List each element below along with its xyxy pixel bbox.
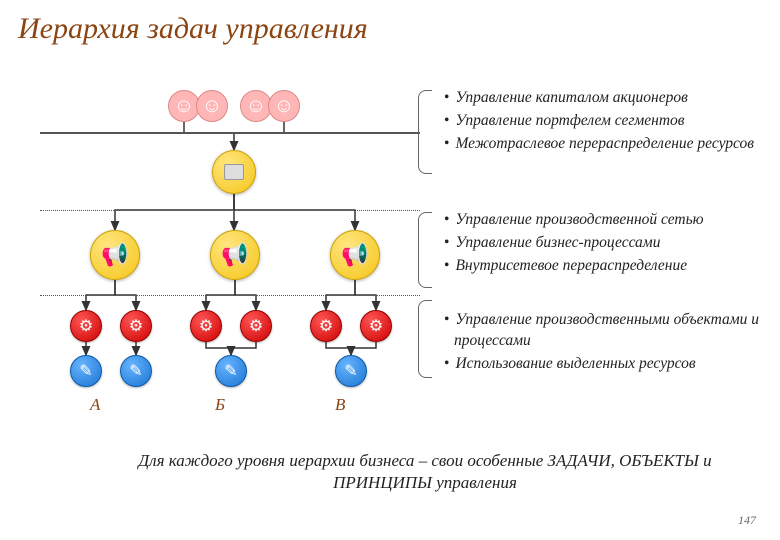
operation-node-icon bbox=[360, 310, 392, 342]
bullet-item: Управление капиталом акционеров bbox=[444, 88, 760, 109]
hierarchy-diagram: А Б В bbox=[40, 90, 420, 430]
bullets-level-3: Управление производственными объектами и… bbox=[430, 310, 760, 377]
resource-node-icon bbox=[70, 355, 102, 387]
bullets-level-2: Управление производственной сетью Управл… bbox=[430, 210, 760, 279]
segment-node-icon bbox=[90, 230, 140, 280]
operation-node-icon bbox=[310, 310, 342, 342]
corporate-node-icon bbox=[212, 150, 256, 194]
operation-node-icon bbox=[190, 310, 222, 342]
segment-node-icon bbox=[330, 230, 380, 280]
bullet-item: Управление производственной сетью bbox=[444, 210, 760, 231]
operation-node-icon bbox=[240, 310, 272, 342]
resource-node-icon bbox=[120, 355, 152, 387]
slide-title: Иерархия задач управления bbox=[18, 12, 368, 46]
bullets-level-1: Управление капиталом акционеров Управлен… bbox=[430, 88, 760, 157]
group-label-b: Б bbox=[215, 395, 225, 415]
bullet-item: Управление производственными объектами и… bbox=[444, 310, 760, 352]
segment-node-icon bbox=[210, 230, 260, 280]
group-label-v: В bbox=[335, 395, 345, 415]
resource-node-icon bbox=[335, 355, 367, 387]
shareholder-icon bbox=[196, 90, 228, 122]
divider-solid bbox=[40, 132, 420, 134]
operation-node-icon bbox=[120, 310, 152, 342]
bullet-item: Внутрисетевое перераспределение bbox=[444, 256, 760, 277]
bullet-item: Межотраслевое перераспределение ресурсов bbox=[444, 134, 760, 155]
group-label-a: А bbox=[90, 395, 100, 415]
divider-dotted-2 bbox=[40, 295, 420, 296]
bullet-item: Управление портфелем сегментов bbox=[444, 111, 760, 132]
bullet-item: Использование выделенных ресурсов bbox=[444, 354, 760, 375]
bullet-item: Управление бизнес-процессами bbox=[444, 233, 760, 254]
footer-statement: Для каждого уровня иерархии бизнеса – св… bbox=[130, 450, 720, 494]
resource-node-icon bbox=[215, 355, 247, 387]
divider-dotted-1 bbox=[40, 210, 420, 211]
shareholder-icon bbox=[268, 90, 300, 122]
page-number: 147 bbox=[738, 513, 756, 528]
operation-node-icon bbox=[70, 310, 102, 342]
